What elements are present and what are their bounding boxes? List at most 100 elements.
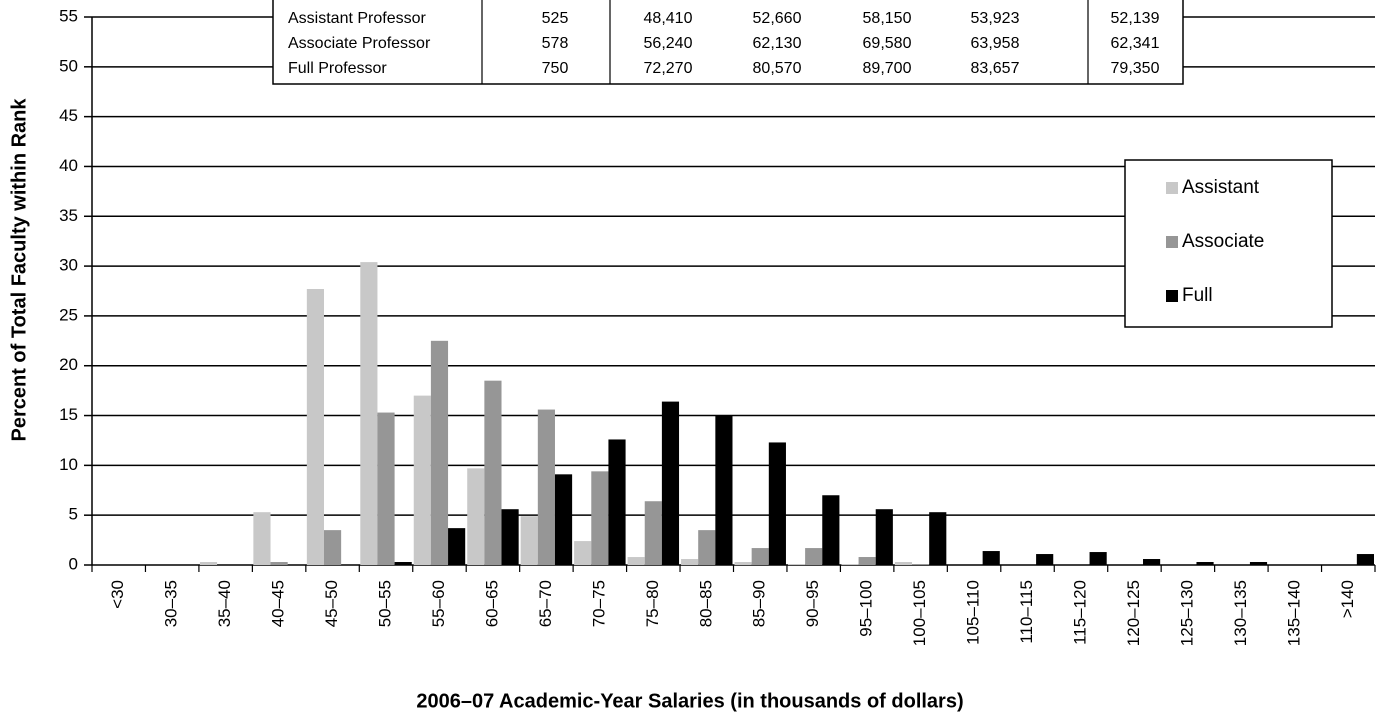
bar <box>841 564 859 565</box>
x-tick-label: 50–55 <box>376 580 395 627</box>
bar <box>360 262 378 565</box>
bar <box>751 548 769 565</box>
bar <box>768 442 786 565</box>
bar <box>929 512 947 565</box>
x-tick-label: 65–70 <box>536 580 555 627</box>
x-tick-label: 105–110 <box>964 580 983 645</box>
bar <box>644 501 662 565</box>
y-axis-title: Percent of Total Faculty within Rank <box>8 98 30 442</box>
legend-label: Assistant <box>1182 177 1260 198</box>
bar <box>715 415 733 565</box>
bar <box>787 564 806 565</box>
legend-label: Associate <box>1182 231 1264 252</box>
x-tick-label: 115–120 <box>1070 580 1089 645</box>
x-tick-label: 35–40 <box>215 580 234 627</box>
y-tick-label: 35 <box>59 206 78 225</box>
bar <box>591 471 609 565</box>
table-cell: Associate Professor <box>288 35 431 52</box>
x-tick-label: 40–45 <box>269 580 288 627</box>
bar <box>734 562 752 565</box>
x-tick-label: 75–80 <box>643 580 662 627</box>
y-tick-label: 45 <box>59 106 78 125</box>
table-cell: 80,570 <box>753 60 802 77</box>
x-tick-label: 70–75 <box>589 580 608 627</box>
bar <box>448 528 466 565</box>
y-tick-label: 40 <box>59 156 78 175</box>
bar <box>1036 554 1054 565</box>
table-cell: 83,657 <box>971 60 1020 77</box>
bar <box>377 412 395 565</box>
table-cell: 89,700 <box>863 60 912 77</box>
x-tick-label: 110–115 <box>1017 580 1036 644</box>
table-cell: 56,240 <box>644 35 693 52</box>
x-tick-label: 30–35 <box>162 580 181 627</box>
table-cell: 578 <box>542 35 569 52</box>
bar <box>270 562 288 565</box>
y-tick-label: 20 <box>59 355 78 374</box>
x-tick-label: <30 <box>108 580 127 609</box>
bar <box>805 548 823 565</box>
table-cell: 62,130 <box>753 35 802 52</box>
bar <box>1196 562 1214 565</box>
table-cell: 63,958 <box>971 35 1020 52</box>
table-cell: 525 <box>542 10 569 27</box>
bar <box>484 380 502 565</box>
table-cell: 48,410 <box>644 10 693 27</box>
y-tick-label: 25 <box>59 305 78 324</box>
bar <box>554 474 573 565</box>
bar <box>537 409 555 565</box>
bar <box>467 468 485 565</box>
x-tick-label: 45–50 <box>322 580 341 627</box>
x-tick-label: 55–60 <box>429 580 448 627</box>
bar <box>875 509 893 565</box>
table-cell: 58,150 <box>863 10 912 27</box>
legend-box <box>1124 159 1333 328</box>
y-tick-label: 0 <box>69 554 78 573</box>
x-tick-label: 80–85 <box>696 580 715 627</box>
bar <box>912 564 930 565</box>
bar <box>822 495 840 565</box>
x-tick-label: 60–65 <box>482 580 501 627</box>
y-tick-label: 50 <box>59 56 78 75</box>
table-cell: 52,660 <box>753 10 802 27</box>
table-cell: Full Professor <box>288 60 387 77</box>
table-cell: Assistant Professor <box>288 10 427 27</box>
table-background <box>272 0 1184 85</box>
bar <box>661 401 680 565</box>
table-cell: 52,139 <box>1111 10 1160 27</box>
bar <box>894 562 913 565</box>
bar <box>199 562 218 565</box>
table-cell: 53,923 <box>971 10 1020 27</box>
bar <box>306 289 324 565</box>
x-tick-label: 95–100 <box>857 580 876 637</box>
bar <box>627 557 645 565</box>
legend-swatch <box>1166 290 1178 302</box>
bar <box>1356 554 1374 565</box>
y-tick-label: 15 <box>59 405 78 424</box>
x-tick-label: 125–130 <box>1177 580 1196 646</box>
bar <box>608 439 626 565</box>
legend-swatch <box>1166 236 1178 248</box>
legend-swatch <box>1166 182 1178 194</box>
bar <box>323 530 342 565</box>
y-tick-label: 55 <box>59 6 78 25</box>
bar <box>430 340 449 565</box>
bar <box>698 530 716 565</box>
legend-label: Full <box>1182 285 1213 306</box>
x-axis-title: 2006–07 Academic-Year Salaries (in thous… <box>416 690 963 712</box>
y-tick-label: 30 <box>59 256 78 275</box>
bar <box>1143 559 1161 565</box>
x-tick-label: 85–90 <box>750 580 769 627</box>
table-cell: 750 <box>542 60 569 77</box>
bar <box>520 516 538 565</box>
table-cell: 79,350 <box>1111 60 1160 77</box>
bar <box>1089 552 1107 565</box>
x-tick-label: 100–105 <box>910 580 929 646</box>
bar <box>681 559 699 565</box>
y-tick-label: 10 <box>59 455 78 474</box>
bar <box>501 509 519 565</box>
bar <box>858 557 876 565</box>
x-tick-label: >140 <box>1338 580 1357 618</box>
